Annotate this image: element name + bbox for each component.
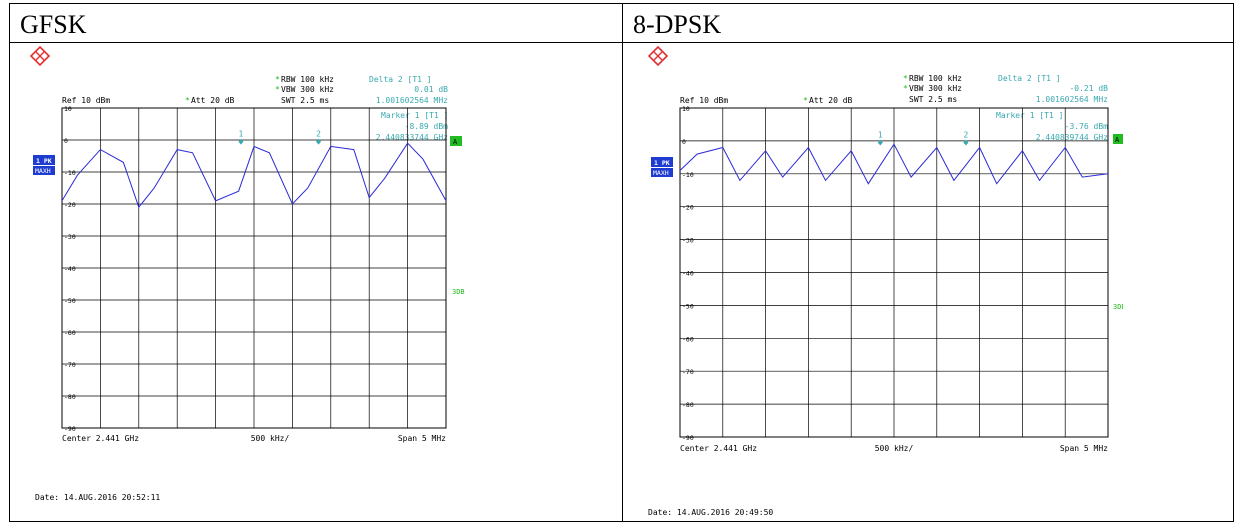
svg-text:1 PK: 1 PK	[654, 159, 670, 167]
marker-2-label: 2	[963, 131, 968, 140]
delta-label: Delta 2 [T1 ]	[369, 75, 432, 84]
frequency-span: Span 5 MHz	[398, 434, 446, 443]
rbw-star: *	[275, 75, 280, 84]
delta-freq: 1.001602564 MHz	[376, 96, 448, 105]
y-tick-label: -50	[64, 297, 76, 305]
y-tick-label: -90	[682, 434, 694, 442]
y-tick-label: -10	[682, 171, 694, 179]
sweep-time: SWT 2.5 ms	[281, 96, 329, 105]
marker-label: Marker 1 [T1 ]	[381, 111, 448, 120]
vbw-star: *	[903, 84, 908, 93]
vbw: VBW 300 kHz	[281, 85, 334, 94]
svg-text:A: A	[1115, 136, 1120, 144]
att-star: *	[185, 96, 190, 105]
panel-heading-right: 8-DPSK	[633, 10, 722, 39]
rbw: RBW 100 kHz	[909, 74, 962, 83]
comparison-table: GFSK 8-DPSK	[9, 3, 1234, 522]
rbw-star: *	[903, 74, 908, 83]
y-tick-label: -70	[682, 368, 694, 376]
y-tick-label: -80	[64, 393, 76, 401]
marker-1-symbol	[877, 139, 883, 146]
y-tick-label: 10	[682, 105, 690, 113]
spectrum-plot-8dpsk: Ref 10 dBm * Att 20 dB * RBW 100 kHz * V…	[648, 45, 1123, 517]
svg-text:MAXH: MAXH	[35, 167, 51, 175]
y-tick-label: -10	[64, 169, 76, 177]
marker-2-symbol	[316, 138, 322, 145]
y-tick-label: -60	[64, 329, 76, 337]
marker-2-label: 2	[316, 130, 321, 139]
svg-text:MAXH: MAXH	[653, 169, 669, 177]
y-tick-label: -70	[64, 361, 76, 369]
y-tick-label: -20	[682, 204, 694, 212]
sweep-time: SWT 2.5 ms	[909, 95, 957, 104]
trace-badge-maxh	[651, 168, 673, 177]
marker-label: Marker 1 [T1 ]	[996, 111, 1063, 120]
attenuation: Att 20 dB	[191, 96, 235, 105]
label-3db: 3DB	[452, 288, 465, 296]
trace-badge-a	[450, 136, 462, 146]
center-frequency: Center 2.441 GHz	[62, 434, 139, 443]
vbw-star: *	[275, 85, 280, 94]
spectrum-plot-gfsk: Ref 10 dBm * Att 20 dB * RBW 100 kHz * V…	[30, 45, 465, 502]
y-tick-label: -30	[64, 233, 76, 241]
y-tick-label: -40	[64, 265, 76, 273]
y-tick-label: -20	[64, 201, 76, 209]
vbw: VBW 300 kHz	[909, 84, 962, 93]
division-width: 500 kHz/	[875, 444, 914, 453]
y-tick-label: 10	[64, 105, 72, 113]
ref-level: Ref 10 dBm	[62, 96, 110, 105]
marker-freq: 2.440833744 GHz	[376, 133, 448, 142]
trace-badge-a	[1113, 134, 1123, 144]
y-tick-label: -80	[682, 401, 694, 409]
y-tick-label: 0	[682, 138, 686, 146]
capture-date: Date: 14.AUG.2016 20:52:11	[35, 493, 160, 502]
marker-1-label: 1	[239, 130, 244, 139]
svg-text:A: A	[453, 138, 458, 146]
y-tick-label: -50	[682, 302, 694, 310]
att-star: *	[803, 96, 808, 105]
delta-freq: 1.001602564 MHz	[1036, 95, 1108, 104]
rs-logo	[648, 45, 669, 67]
delta-value: -0.21 dB	[1069, 84, 1108, 93]
rs-logo	[30, 45, 51, 67]
y-tick-label: -30	[682, 237, 694, 245]
trace-line	[61, 142, 447, 209]
header-divider	[10, 42, 1233, 43]
division-width: 500 kHz/	[251, 434, 290, 443]
marker-2-symbol	[963, 139, 969, 146]
panel-heading-left: GFSK	[20, 10, 87, 39]
frequency-span: Span 5 MHz	[1060, 444, 1108, 453]
marker-1-symbol	[238, 138, 244, 145]
trace-badge-pk	[33, 155, 55, 165]
rbw: RBW 100 kHz	[281, 75, 334, 84]
marker-1-label: 1	[878, 131, 883, 140]
label-3db: 3DB	[1113, 303, 1123, 311]
trace-badge-maxh	[33, 166, 55, 175]
y-tick-label: 0	[64, 137, 68, 145]
trace-badge-pk	[651, 157, 673, 167]
y-tick-label: -40	[682, 270, 694, 278]
svg-text:1 PK: 1 PK	[36, 157, 52, 165]
ref-level: Ref 10 dBm	[680, 96, 728, 105]
capture-date: Date: 14.AUG.2016 20:49:50	[648, 508, 773, 517]
marker-value: -8.89 dBm	[405, 122, 449, 131]
marker-value: -3.76 dBm	[1065, 122, 1109, 131]
marker-freq: 2.440839744 GHz	[1036, 133, 1108, 142]
delta-value: 0.01 dB	[414, 85, 448, 94]
column-divider	[622, 4, 623, 521]
delta-label: Delta 2 [T1 ]	[998, 74, 1061, 83]
y-tick-label: -90	[64, 425, 76, 433]
trace-line	[679, 143, 1109, 185]
center-frequency: Center 2.441 GHz	[680, 444, 757, 453]
attenuation: Att 20 dB	[809, 96, 853, 105]
y-tick-label: -60	[682, 335, 694, 343]
